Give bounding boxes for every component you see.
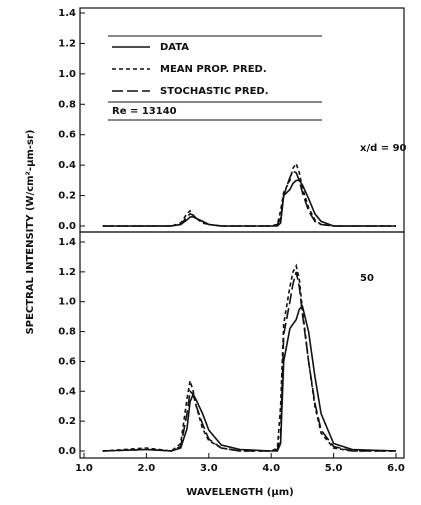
- legend-label: DATA: [160, 42, 189, 53]
- legend-label: STOCHASTIC PRED.: [160, 86, 269, 97]
- x-tick-label: 3.0: [200, 463, 218, 474]
- annotation: x/d = 90: [360, 143, 407, 154]
- bottom-frame: [79, 231, 405, 459]
- series-line: [102, 179, 396, 227]
- legend-label: MEAN PROP. PRED.: [160, 64, 267, 75]
- series-line: [102, 170, 396, 227]
- series-line: [102, 161, 396, 227]
- annotation: 50: [360, 273, 374, 284]
- y-tick-label: 0.8: [58, 99, 76, 110]
- y-tick-label: 0.2: [58, 191, 76, 202]
- y-tick-label: 1.0: [58, 69, 76, 80]
- y-tick-label: 0.6: [58, 356, 76, 367]
- x-tick-label: 4.0: [262, 463, 280, 474]
- y-tick-label: 1.2: [58, 267, 76, 278]
- series-line: [102, 271, 396, 452]
- y-tick-label: 1.4: [58, 8, 76, 19]
- series-line: [102, 304, 397, 452]
- y-tick-label: 0.4: [58, 160, 76, 171]
- y-tick-label: 0.8: [58, 327, 76, 338]
- y-tick-label: 0.2: [58, 416, 76, 427]
- x-tick-label: 2.0: [138, 463, 156, 474]
- x-tick-label: 6.0: [387, 463, 405, 474]
- x-axis-label: WAVELENGTH (μm): [186, 487, 293, 498]
- annotation: Re = 13140: [112, 106, 177, 117]
- y-tick-label: 1.0: [58, 297, 76, 308]
- series-line: [102, 263, 396, 452]
- y-axis-label: SPECTRAL INTENSITY (W/cm²-μm-sr): [25, 130, 36, 335]
- y-tick-label: 1.2: [58, 38, 76, 49]
- y-tick-label: 1.4: [58, 237, 76, 248]
- y-tick-label: 0.0: [58, 446, 76, 457]
- y-tick-label: 0.4: [58, 386, 76, 397]
- y-tick-label: 0.0: [58, 221, 76, 232]
- y-tick-label: 0.6: [58, 130, 76, 141]
- x-tick-label: 1.0: [75, 463, 93, 474]
- x-tick-label: 5.0: [325, 463, 343, 474]
